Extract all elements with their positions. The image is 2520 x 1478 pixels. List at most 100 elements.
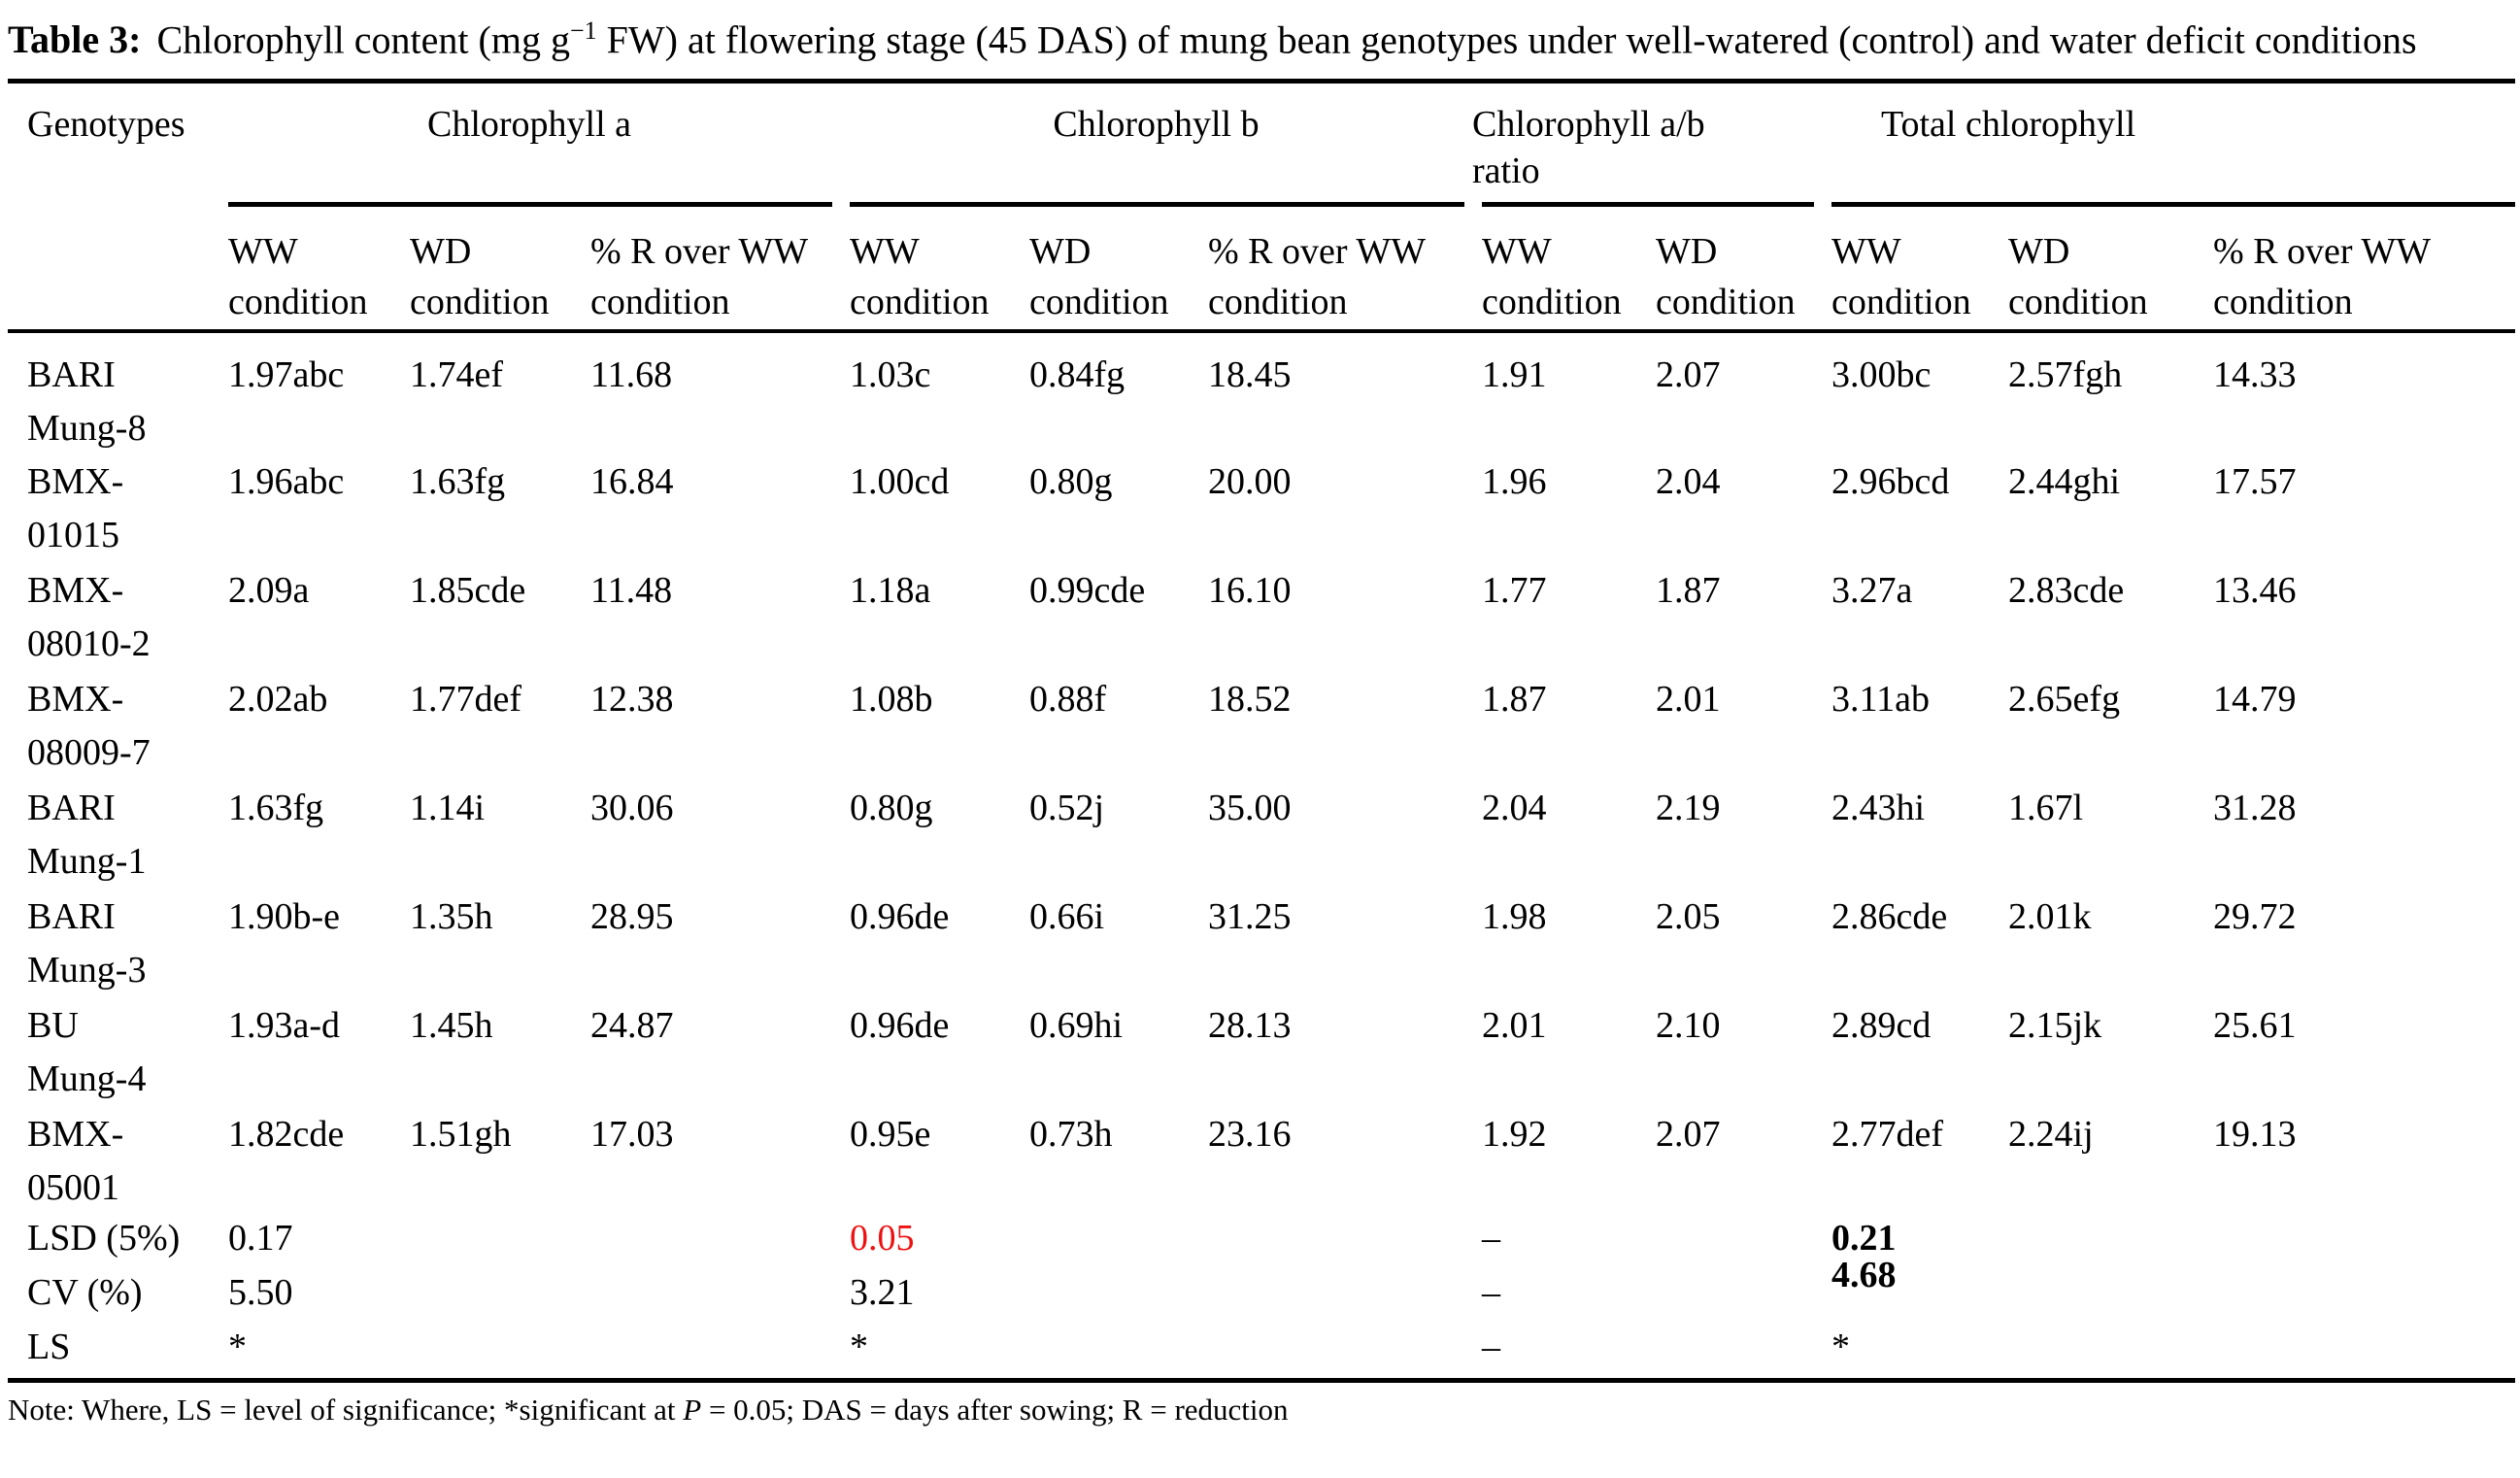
stat-value-cell — [2203, 1217, 2515, 1271]
value-cell: 2.09a — [228, 570, 310, 612]
group-header-chlorophyll-b: Chlorophyll b — [840, 82, 1472, 203]
value-cell: 12.38 — [590, 679, 674, 721]
value-cell: 2.01k — [2008, 896, 2092, 938]
stat-label: LSD (5%) — [27, 1218, 181, 1260]
value-cell: 14.33 — [2213, 354, 2297, 396]
column-header-chl-b-wd: WD condition — [1020, 207, 1198, 334]
column-header-chl-a-reduction: % R over WW condition — [581, 207, 840, 334]
value-cell: 0.73h — [1029, 1114, 1113, 1156]
value-cell: 2.57fgh — [2008, 354, 2123, 396]
value-cell: 3.11ab — [1831, 679, 1931, 721]
value-cell: 35.00 — [1208, 788, 1292, 829]
footnote-text-pre: Note: Where, LS = level of significance;… — [8, 1392, 684, 1427]
stat-value-cell — [400, 1271, 581, 1326]
value-cell: 14.79 — [2213, 679, 2297, 721]
genotype-row: BMX-08009-7 2.02ab 1.77def 12.38 1.08b 0.88f 1… — [8, 673, 2515, 782]
value-cell: 1.87 — [1482, 679, 1547, 721]
chlorophyll-table: Genotypes Chlorophyll a Chlorophyll b Ch… — [8, 79, 2516, 1383]
stat-value-cell — [400, 1326, 581, 1383]
value-cell: 1.67l — [2008, 788, 2084, 829]
stat-value-cell: – — [1472, 1326, 1647, 1383]
group-header-chlorophyll-a: Chlorophyll a — [218, 82, 840, 203]
value-cell: 29.72 — [2213, 896, 2297, 938]
column-header-chl-a-wd: WD condition — [400, 207, 581, 334]
value-cell: 30.06 — [590, 788, 674, 829]
group-header-row: Genotypes Chlorophyll a Chlorophyll b Ch… — [8, 81, 2515, 334]
stat-value-cell: * — [840, 1326, 1020, 1383]
stat-row: LSD (5%) 0.17 0.05 – 0.21 — [8, 1217, 2515, 1271]
stat-value-cell — [581, 1217, 840, 1271]
table-caption-label: Table 3: — [8, 17, 142, 62]
stat-value-cell — [2203, 1326, 2516, 1383]
value-cell: 1.03c — [850, 354, 931, 396]
value-cell: 1.63fg — [228, 788, 324, 829]
stat-label: LS — [8, 1326, 218, 1383]
genotype-name: BMX-08010-2 — [27, 570, 151, 665]
value-cell: 24.87 — [590, 1005, 674, 1047]
value-cell: 1.97abc — [228, 354, 345, 396]
table-caption-text-pre: Chlorophyll content (mg g — [156, 17, 570, 62]
stat-row: CV (%) 5.50 3.21 – 4.68 — [8, 1255, 2515, 1326]
value-cell: 18.52 — [1208, 679, 1292, 721]
value-cell: 2.01 — [1656, 679, 1721, 721]
value-cell: 11.68 — [590, 354, 673, 396]
column-header-total-reduction: % R over WW condition — [2203, 207, 2516, 334]
value-cell: 1.93a-d — [228, 1005, 341, 1047]
stat-value: – — [1482, 1218, 1501, 1260]
value-cell: 0.99cde — [1029, 570, 1146, 612]
value-cell: 2.86cde — [1831, 896, 1948, 938]
genotype-row: BARI Mung-1 1.63fg 1.14i 30.06 0.80g 0.52j 35.… — [8, 782, 2515, 890]
footnote-text-post: = 0.05; DAS = days after sowing; R = red… — [701, 1392, 1289, 1427]
stat-value-cell — [400, 1217, 581, 1271]
value-cell: 2.89cd — [1831, 1005, 1932, 1047]
column-header-ab-ww: WW condition — [1472, 207, 1647, 334]
stat-value-cell — [1020, 1326, 1198, 1383]
group-underline — [228, 202, 832, 208]
value-cell: 1.74ef — [410, 354, 504, 396]
value-cell: 2.07 — [1656, 1114, 1721, 1156]
stat-value-cell: 0.17 — [218, 1217, 400, 1271]
stat-value-cell — [2203, 1271, 2515, 1326]
value-cell: 1.91 — [1482, 354, 1547, 396]
genotype-row: BU Mung-4 1.93a-d 1.45h 24.87 0.96de 0.69hi 28… — [8, 999, 2515, 1108]
stat-value-cell — [581, 1326, 840, 1383]
genotype-name: BARI Mung-1 — [27, 788, 147, 883]
column-header-total-wd: WD condition — [1999, 207, 2204, 334]
group-header-total-chlorophyll: Total chlorophyll — [1822, 82, 2515, 203]
genotype-row: BMX-05001 1.82cde 1.51gh 17.03 0.95e 0.73h 23.… — [8, 1108, 2515, 1217]
stat-value-cell: 4.68 — [1822, 1255, 1999, 1326]
value-cell: 1.90b-e — [228, 896, 341, 938]
value-cell: 0.80g — [850, 788, 933, 829]
value-cell: 1.35h — [410, 896, 493, 938]
column-header-chl-b-ww: WW condition — [840, 207, 1020, 334]
stat-value: * — [1831, 1327, 1851, 1368]
value-cell: 1.18a — [850, 570, 931, 612]
value-cell: 2.04 — [1656, 461, 1721, 503]
stat-value: 0.05 — [850, 1218, 915, 1260]
value-cell: 1.85cde — [410, 570, 526, 612]
column-header-ab-wd: WD condition — [1646, 207, 1823, 334]
group-title: Chlorophyll a — [426, 104, 632, 146]
column-header-genotypes: Genotypes — [8, 81, 218, 334]
value-cell: 0.84fg — [1029, 354, 1126, 396]
footnote-italic-p: P — [683, 1392, 702, 1427]
value-cell: 0.95e — [850, 1114, 931, 1156]
table-body: BARI Mung-8 1.97abc 1.74ef 11.68 1.03c 0.84fg… — [8, 331, 2516, 1383]
stat-value: 3.21 — [850, 1272, 915, 1314]
group-underline — [850, 202, 1465, 208]
stat-value-cell — [1999, 1271, 2203, 1326]
group-underline-cell — [218, 202, 840, 208]
group-header-chlorophyll-ab-ratio: Chlorophyll a/b ratio — [1472, 82, 1822, 203]
stat-value-cell: – — [1472, 1217, 1646, 1271]
stat-label: CV (%) — [27, 1272, 143, 1314]
group-underline — [1482, 202, 1815, 208]
stat-value-cell — [581, 1271, 840, 1326]
value-cell: 1.45h — [410, 1005, 493, 1047]
genotype-name: BMX-05001 — [27, 1114, 124, 1209]
column-header-chl-b-reduction: % R over WW condition — [1198, 207, 1473, 334]
table-caption-text-post: FW) at flowering stage (45 DAS) of mung … — [596, 17, 2417, 62]
group-title: Total chlorophyll — [1880, 104, 2136, 146]
value-cell: 1.77 — [1482, 570, 1547, 612]
value-cell: 19.13 — [2213, 1114, 2297, 1156]
value-cell: 31.25 — [1208, 896, 1292, 938]
